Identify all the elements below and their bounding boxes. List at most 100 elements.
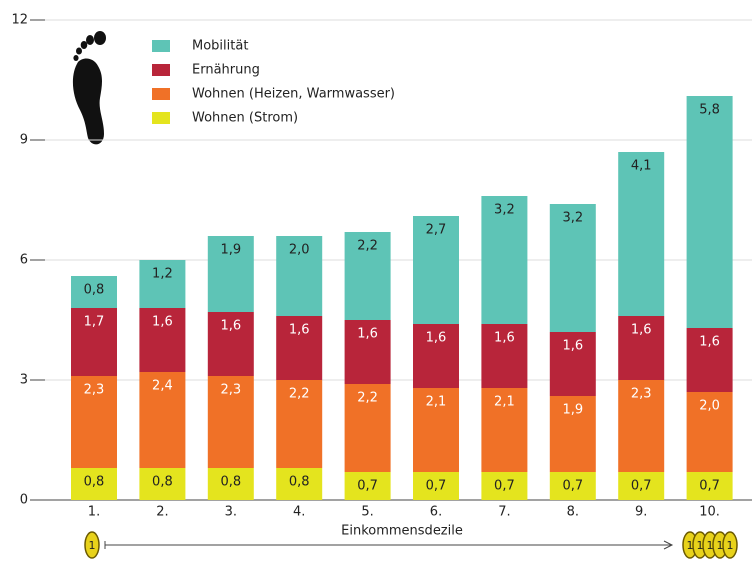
y-tick-label: 0 xyxy=(20,493,28,508)
data-label: 3,2 xyxy=(494,203,515,218)
data-label: 2,7 xyxy=(426,223,447,238)
data-label: 2,3 xyxy=(631,387,652,402)
data-label: 2,4 xyxy=(152,379,173,394)
bar-segment xyxy=(139,308,186,372)
legend-swatch xyxy=(152,64,170,76)
x-tick-label: 2. xyxy=(156,505,168,520)
bar-segment xyxy=(481,196,528,324)
bar-segment xyxy=(481,472,528,500)
data-label: 0,7 xyxy=(426,479,447,494)
bar-segment xyxy=(71,276,117,308)
bar-segment xyxy=(139,372,186,468)
data-label: 0,8 xyxy=(84,475,105,490)
bar-segment xyxy=(344,472,391,500)
bar-segment xyxy=(276,468,323,500)
data-label: 1,2 xyxy=(152,267,173,282)
bar-segment xyxy=(686,96,733,328)
bar-segment xyxy=(413,472,459,500)
data-label: 1,6 xyxy=(289,323,310,338)
x-tick-label: 8. xyxy=(567,505,579,520)
data-label: 1,6 xyxy=(494,331,515,346)
bar-segment xyxy=(207,312,254,376)
bar-segment xyxy=(71,308,117,376)
legend-swatch xyxy=(152,112,170,124)
data-label: 1,6 xyxy=(699,335,720,350)
bar-segment xyxy=(618,472,665,500)
y-tick-label: 9 xyxy=(20,133,28,148)
data-label: 1,6 xyxy=(357,327,378,342)
bar-segment xyxy=(344,320,391,384)
bar-segment xyxy=(276,236,323,316)
coin-label: 1 xyxy=(687,539,694,552)
data-label: 2,1 xyxy=(426,395,447,410)
data-label: 2,2 xyxy=(289,387,310,402)
data-label: 5,8 xyxy=(699,103,720,118)
bar-segment xyxy=(686,392,733,472)
legend-swatch xyxy=(152,40,170,52)
coin-label: 1 xyxy=(697,539,704,552)
bar-segment xyxy=(413,324,459,388)
bar-segment xyxy=(686,328,733,392)
data-label: 2,3 xyxy=(84,383,105,398)
x-tick-label: 6. xyxy=(430,505,442,520)
data-label: 1,6 xyxy=(220,319,241,334)
foot-icon xyxy=(72,31,106,145)
data-label: 0,8 xyxy=(84,283,105,298)
x-tick-label: 1. xyxy=(88,505,100,520)
x-tick-label: 9. xyxy=(635,505,647,520)
data-label: 2,3 xyxy=(220,383,241,398)
data-label: 0,7 xyxy=(631,479,652,494)
bar-segment xyxy=(207,236,254,312)
data-label: 1,9 xyxy=(562,403,583,418)
data-label: 0,8 xyxy=(152,475,173,490)
data-label: 1,9 xyxy=(220,243,241,258)
bar-segment xyxy=(276,380,323,468)
arrow-head xyxy=(663,540,674,550)
data-label: 0,7 xyxy=(494,479,515,494)
bar-segment xyxy=(139,260,186,308)
bar-segment xyxy=(618,380,665,472)
coin xyxy=(84,531,100,559)
bar-segment xyxy=(344,384,391,472)
y-tick-label: 6 xyxy=(20,253,28,268)
y-tick-label: 12 xyxy=(11,13,28,28)
data-label: 1,7 xyxy=(84,315,105,330)
data-label: 0,8 xyxy=(220,475,241,490)
coin-label: 1 xyxy=(89,539,96,552)
data-label: 0,7 xyxy=(699,479,720,494)
coin-label: 1 xyxy=(727,539,734,552)
legend-label: Mobilität xyxy=(192,39,248,54)
bar-segment xyxy=(549,396,596,472)
x-axis-label: Einkommensdezile xyxy=(341,524,463,539)
legend-label: Ernährung xyxy=(192,63,260,78)
data-label: 3,2 xyxy=(562,211,583,226)
data-label: 4,1 xyxy=(631,159,652,174)
x-tick-label: 10. xyxy=(699,505,720,520)
bar-segment xyxy=(71,468,117,500)
bar-segment xyxy=(549,204,596,332)
bar-segment xyxy=(344,232,391,320)
bar-segment xyxy=(481,388,528,472)
data-label: 2,0 xyxy=(699,399,720,414)
coin-label: 1 xyxy=(717,539,724,552)
bar-segment xyxy=(481,324,528,388)
bar-segment xyxy=(686,472,733,500)
data-label: 0,8 xyxy=(289,475,310,490)
coin-label: 1 xyxy=(707,539,714,552)
data-label: 2,0 xyxy=(289,243,310,258)
data-label: 1,6 xyxy=(562,339,583,354)
coin xyxy=(722,531,738,559)
bar-segment xyxy=(413,388,459,472)
legend-label: Wohnen (Heizen, Warmwasser) xyxy=(192,87,395,102)
data-label: 1,6 xyxy=(152,315,173,330)
data-label: 0,7 xyxy=(357,479,378,494)
bar-segment xyxy=(618,316,665,380)
x-tick-label: 7. xyxy=(498,505,510,520)
data-label: 1,6 xyxy=(426,331,447,346)
legend-swatch xyxy=(152,88,170,100)
legend-label: Wohnen (Strom) xyxy=(192,111,298,126)
y-tick-label: 3 xyxy=(20,373,28,388)
bar-segment xyxy=(549,332,596,396)
bar-segment xyxy=(207,376,254,468)
